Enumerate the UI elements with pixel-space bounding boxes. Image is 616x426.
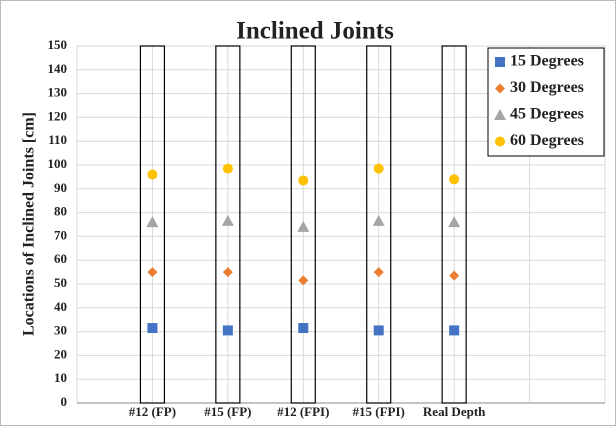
y-tick-label: 150 <box>48 37 68 52</box>
marker <box>147 323 158 334</box>
y-tick-label: 140 <box>48 61 68 76</box>
legend-label: 45 Degrees <box>510 106 584 123</box>
marker <box>147 267 158 278</box>
legend-label: 15 Degrees <box>510 53 584 70</box>
y-tick-label: 60 <box>54 251 67 266</box>
column-box <box>441 45 467 404</box>
column-box <box>290 45 316 404</box>
marker <box>373 267 384 278</box>
legend-box <box>487 47 605 157</box>
y-axis-label: Locations of Inclined Joints [cm] <box>21 112 38 336</box>
marker <box>449 270 460 281</box>
marker <box>495 83 505 94</box>
y-tick-label: 90 <box>54 180 67 195</box>
marker <box>495 57 505 67</box>
y-tick-label: 110 <box>48 132 67 147</box>
y-tick-label: 130 <box>48 85 68 100</box>
marker <box>449 174 460 185</box>
marker <box>449 325 460 336</box>
y-tick-label: 20 <box>54 346 67 361</box>
marker <box>222 325 233 336</box>
column-box <box>215 45 241 404</box>
y-tick-label: 40 <box>54 299 67 314</box>
marker <box>495 136 505 147</box>
y-tick-label: 30 <box>54 323 67 338</box>
marker <box>147 169 158 180</box>
y-tick-label: 0 <box>61 394 68 409</box>
marker <box>298 175 309 186</box>
y-tick-label: 100 <box>48 156 68 171</box>
marker <box>448 216 461 228</box>
marker <box>298 275 309 286</box>
x-tick-label: #12 (FP) <box>129 404 176 419</box>
chart-title: Inclined Joints <box>236 18 394 45</box>
x-tick-label: #15 (FPI) <box>353 404 405 419</box>
marker <box>372 214 385 226</box>
marker <box>146 216 159 228</box>
column-box <box>139 45 166 404</box>
column-box <box>366 45 392 404</box>
marker <box>221 214 234 226</box>
x-tick-label: #12 (FPI) <box>277 404 329 419</box>
legend-label: 30 Degrees <box>510 79 584 96</box>
marker <box>494 109 506 120</box>
x-tick-label: #15 (FP) <box>204 404 251 419</box>
marker <box>222 267 233 278</box>
y-tick-label: 10 <box>54 370 67 385</box>
legend-label: 60 Degrees <box>510 132 584 149</box>
marker <box>373 325 384 336</box>
marker <box>298 323 309 334</box>
y-tick-label: 120 <box>48 108 68 123</box>
marker <box>222 163 233 174</box>
marker <box>297 220 310 232</box>
y-tick-label: 50 <box>54 275 67 290</box>
x-tick-label: Real Depth <box>423 404 486 419</box>
marker <box>373 163 384 174</box>
y-tick-label: 80 <box>54 204 67 219</box>
y-tick-label: 70 <box>54 227 67 242</box>
